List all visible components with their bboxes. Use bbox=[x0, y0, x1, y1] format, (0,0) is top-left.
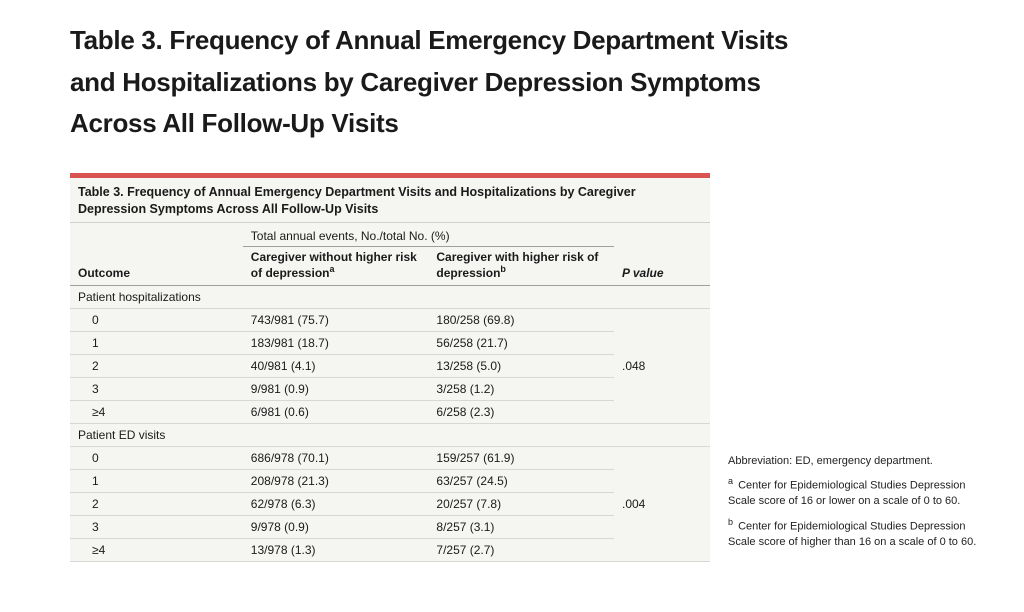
col-without: Caregiver without higher risk of depress… bbox=[243, 246, 429, 286]
table-row: 0743/981 (75.7)180/258 (69.8).048 bbox=[70, 309, 710, 332]
footnote-a: a Center for Epidemiological Studies Dep… bbox=[728, 475, 984, 509]
title-rest: Frequency of Annual Emergency Department… bbox=[70, 25, 788, 138]
page-title: Table 3. Frequency of Annual Emergency D… bbox=[70, 20, 790, 145]
data-table: Total annual events, No./total No. (%) O… bbox=[70, 223, 710, 563]
abbreviation-line: Abbreviation: ED, emergency department. bbox=[728, 454, 984, 469]
table-group-row: Patient hospitalizations bbox=[70, 286, 710, 309]
title-prefix: Table 3. bbox=[70, 25, 163, 55]
table-row: 0686/978 (70.1)159/257 (61.9).004 bbox=[70, 447, 710, 470]
p-value-cell: .048 bbox=[614, 309, 710, 424]
col-pvalue: P value bbox=[614, 246, 710, 286]
table-caption: Table 3. Frequency of Annual Emergency D… bbox=[70, 178, 710, 223]
col-with: Caregiver with higher risk of depression… bbox=[428, 246, 614, 286]
table-container: Table 3. Frequency of Annual Emergency D… bbox=[70, 173, 710, 563]
footnotes: Abbreviation: ED, emergency department. … bbox=[728, 454, 984, 562]
spanning-header: Total annual events, No./total No. (%) bbox=[243, 223, 614, 247]
table-body: Patient hospitalizations0743/981 (75.7)1… bbox=[70, 286, 710, 562]
col-outcome: Outcome bbox=[70, 246, 243, 286]
p-value-cell: .004 bbox=[614, 447, 710, 562]
table-group-row: Patient ED visits bbox=[70, 424, 710, 447]
footnote-b: b Center for Epidemiological Studies Dep… bbox=[728, 516, 984, 550]
